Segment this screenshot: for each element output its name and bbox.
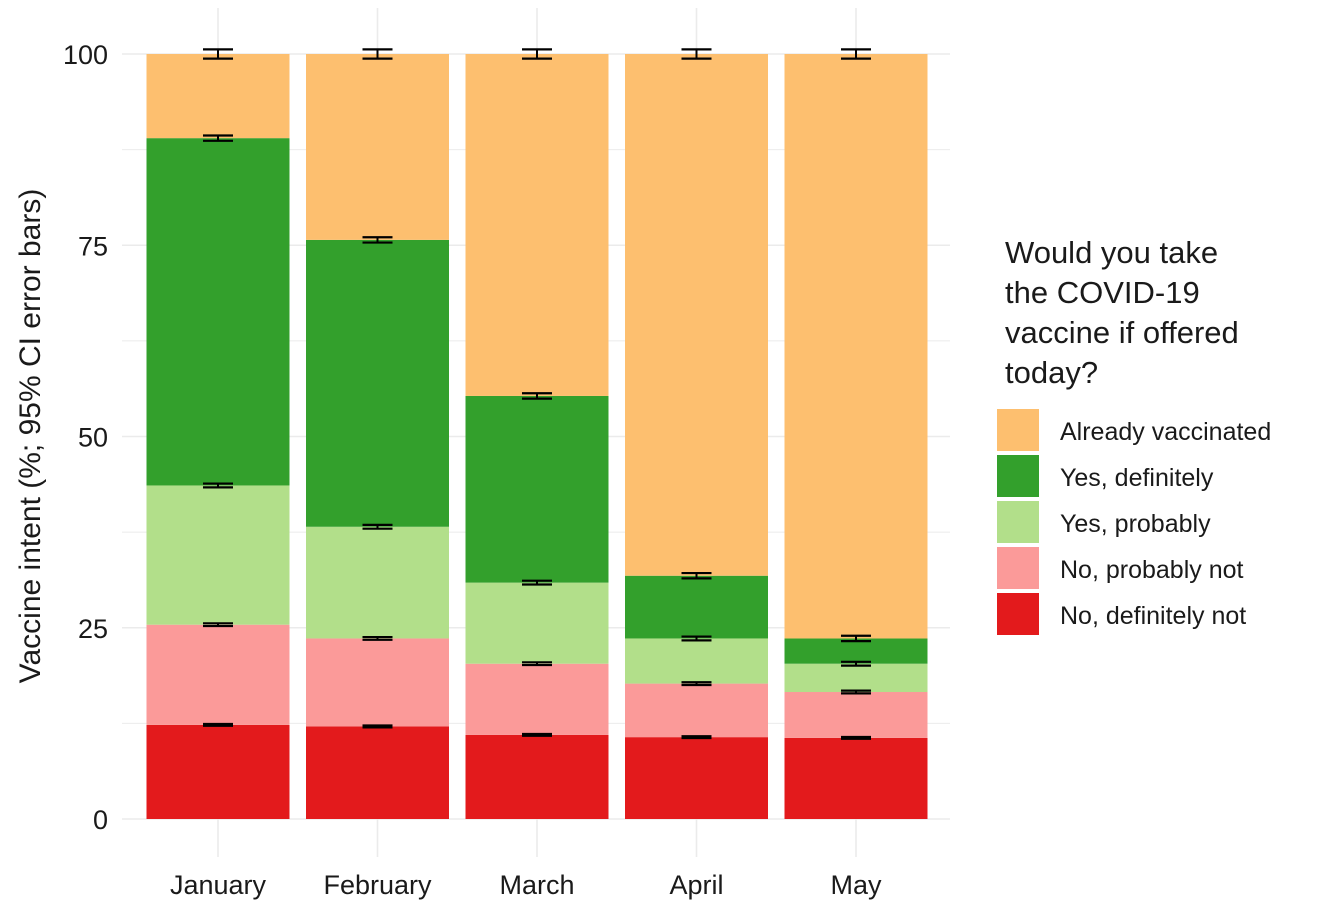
error-bar — [841, 689, 871, 695]
legend-title-line: Would you take — [1005, 235, 1218, 270]
legend-title: Would you take the COVID-19 vaccine if o… — [1005, 235, 1239, 390]
x-tick-label: April — [669, 870, 723, 900]
y-tick-label: 100 — [63, 40, 108, 70]
legend-swatch — [997, 593, 1039, 635]
legend-title-line: the COVID-19 — [1005, 275, 1200, 310]
legend-label: Yes, probably — [1060, 510, 1211, 538]
legend-title-line: today? — [1005, 355, 1098, 390]
legend-item: No, definitely not — [997, 593, 1246, 635]
bar-segment-april-1 — [625, 683, 768, 738]
x-tick-label: May — [830, 870, 882, 900]
error-bar — [681, 571, 712, 580]
x-tick-label: February — [323, 870, 432, 900]
bar-segment-april-2 — [625, 638, 768, 684]
bar-segment-may-3 — [784, 638, 928, 664]
x-tick-label: January — [170, 870, 267, 900]
legend-swatch — [997, 409, 1039, 451]
error-bar — [681, 48, 712, 60]
legend-label: Already vaccinated — [1060, 418, 1271, 446]
bar-segment-january-1 — [146, 624, 290, 725]
bar-segment-january-3 — [146, 138, 290, 486]
y-tick-label: 0 — [93, 805, 108, 835]
legend-item: Yes, probably — [997, 501, 1211, 543]
error-bar — [362, 635, 393, 641]
legend-label: Yes, definitely — [1060, 464, 1214, 492]
error-bar — [362, 48, 393, 60]
error-bar — [203, 722, 233, 727]
y-axis-label: Vaccine intent (%; 95% CI error bars) — [14, 189, 47, 684]
y-tick-label: 25 — [78, 614, 108, 644]
error-bar — [203, 482, 233, 489]
error-bar — [362, 236, 393, 244]
error-bar — [522, 48, 552, 60]
bar-segment-april-0 — [625, 737, 768, 819]
y-tick-label: 75 — [78, 231, 108, 261]
error-bars — [203, 48, 871, 740]
bar-segment-may-4 — [784, 54, 928, 639]
error-bar — [841, 660, 871, 667]
legend: Would you take the COVID-19 vaccine if o… — [997, 235, 1271, 635]
bar-segment-march-0 — [465, 734, 609, 819]
error-bar — [681, 681, 712, 687]
x-tick-label: March — [499, 870, 574, 900]
error-bar — [522, 392, 552, 400]
error-bar — [841, 735, 871, 740]
x-axis: January February March April May — [170, 870, 882, 900]
legend-item: Yes, definitely — [997, 455, 1214, 497]
bar-segment-march-2 — [465, 582, 609, 664]
bar-segment-february-2 — [306, 526, 449, 639]
error-bar — [362, 523, 393, 530]
legend-title-line: vaccine if offered — [1005, 315, 1239, 350]
error-bar — [362, 724, 393, 729]
bar-segment-march-1 — [465, 663, 609, 735]
legend-label: No, probably not — [1060, 556, 1244, 584]
error-bar — [681, 635, 712, 642]
bar-segment-march-4 — [465, 54, 609, 396]
bar-segment-february-3 — [306, 239, 449, 527]
error-bar — [841, 634, 871, 643]
error-bar — [203, 48, 233, 60]
error-bar — [841, 48, 871, 60]
bar-segment-march-3 — [465, 395, 609, 583]
bar-segment-january-4 — [146, 54, 290, 139]
legend-label: No, definitely not — [1060, 602, 1246, 630]
error-bar — [203, 134, 233, 142]
legend-swatch — [997, 547, 1039, 589]
error-bar — [522, 732, 552, 737]
legend-item: Already vaccinated — [997, 409, 1271, 451]
legend-item: No, probably not — [997, 547, 1244, 589]
error-bar — [522, 661, 552, 667]
bar-segment-january-2 — [146, 485, 290, 625]
bar-segment-april-4 — [625, 54, 768, 576]
y-tick-label: 50 — [78, 423, 108, 453]
error-bar — [522, 579, 552, 586]
legend-swatch — [997, 501, 1039, 543]
bar-segment-january-0 — [146, 724, 290, 819]
bar-segment-april-3 — [625, 575, 768, 639]
bar-segment-may-0 — [784, 737, 928, 819]
bar-segment-may-1 — [784, 692, 928, 738]
bar-segment-february-1 — [306, 638, 449, 727]
error-bar — [203, 622, 233, 628]
legend-swatch — [997, 455, 1039, 497]
bars — [146, 54, 928, 819]
error-bar — [681, 735, 712, 740]
bar-segment-february-0 — [306, 726, 449, 819]
y-axis: 0 25 50 75 100 — [63, 40, 108, 835]
bar-segment-february-4 — [306, 54, 449, 240]
bar-segment-may-2 — [784, 663, 928, 693]
